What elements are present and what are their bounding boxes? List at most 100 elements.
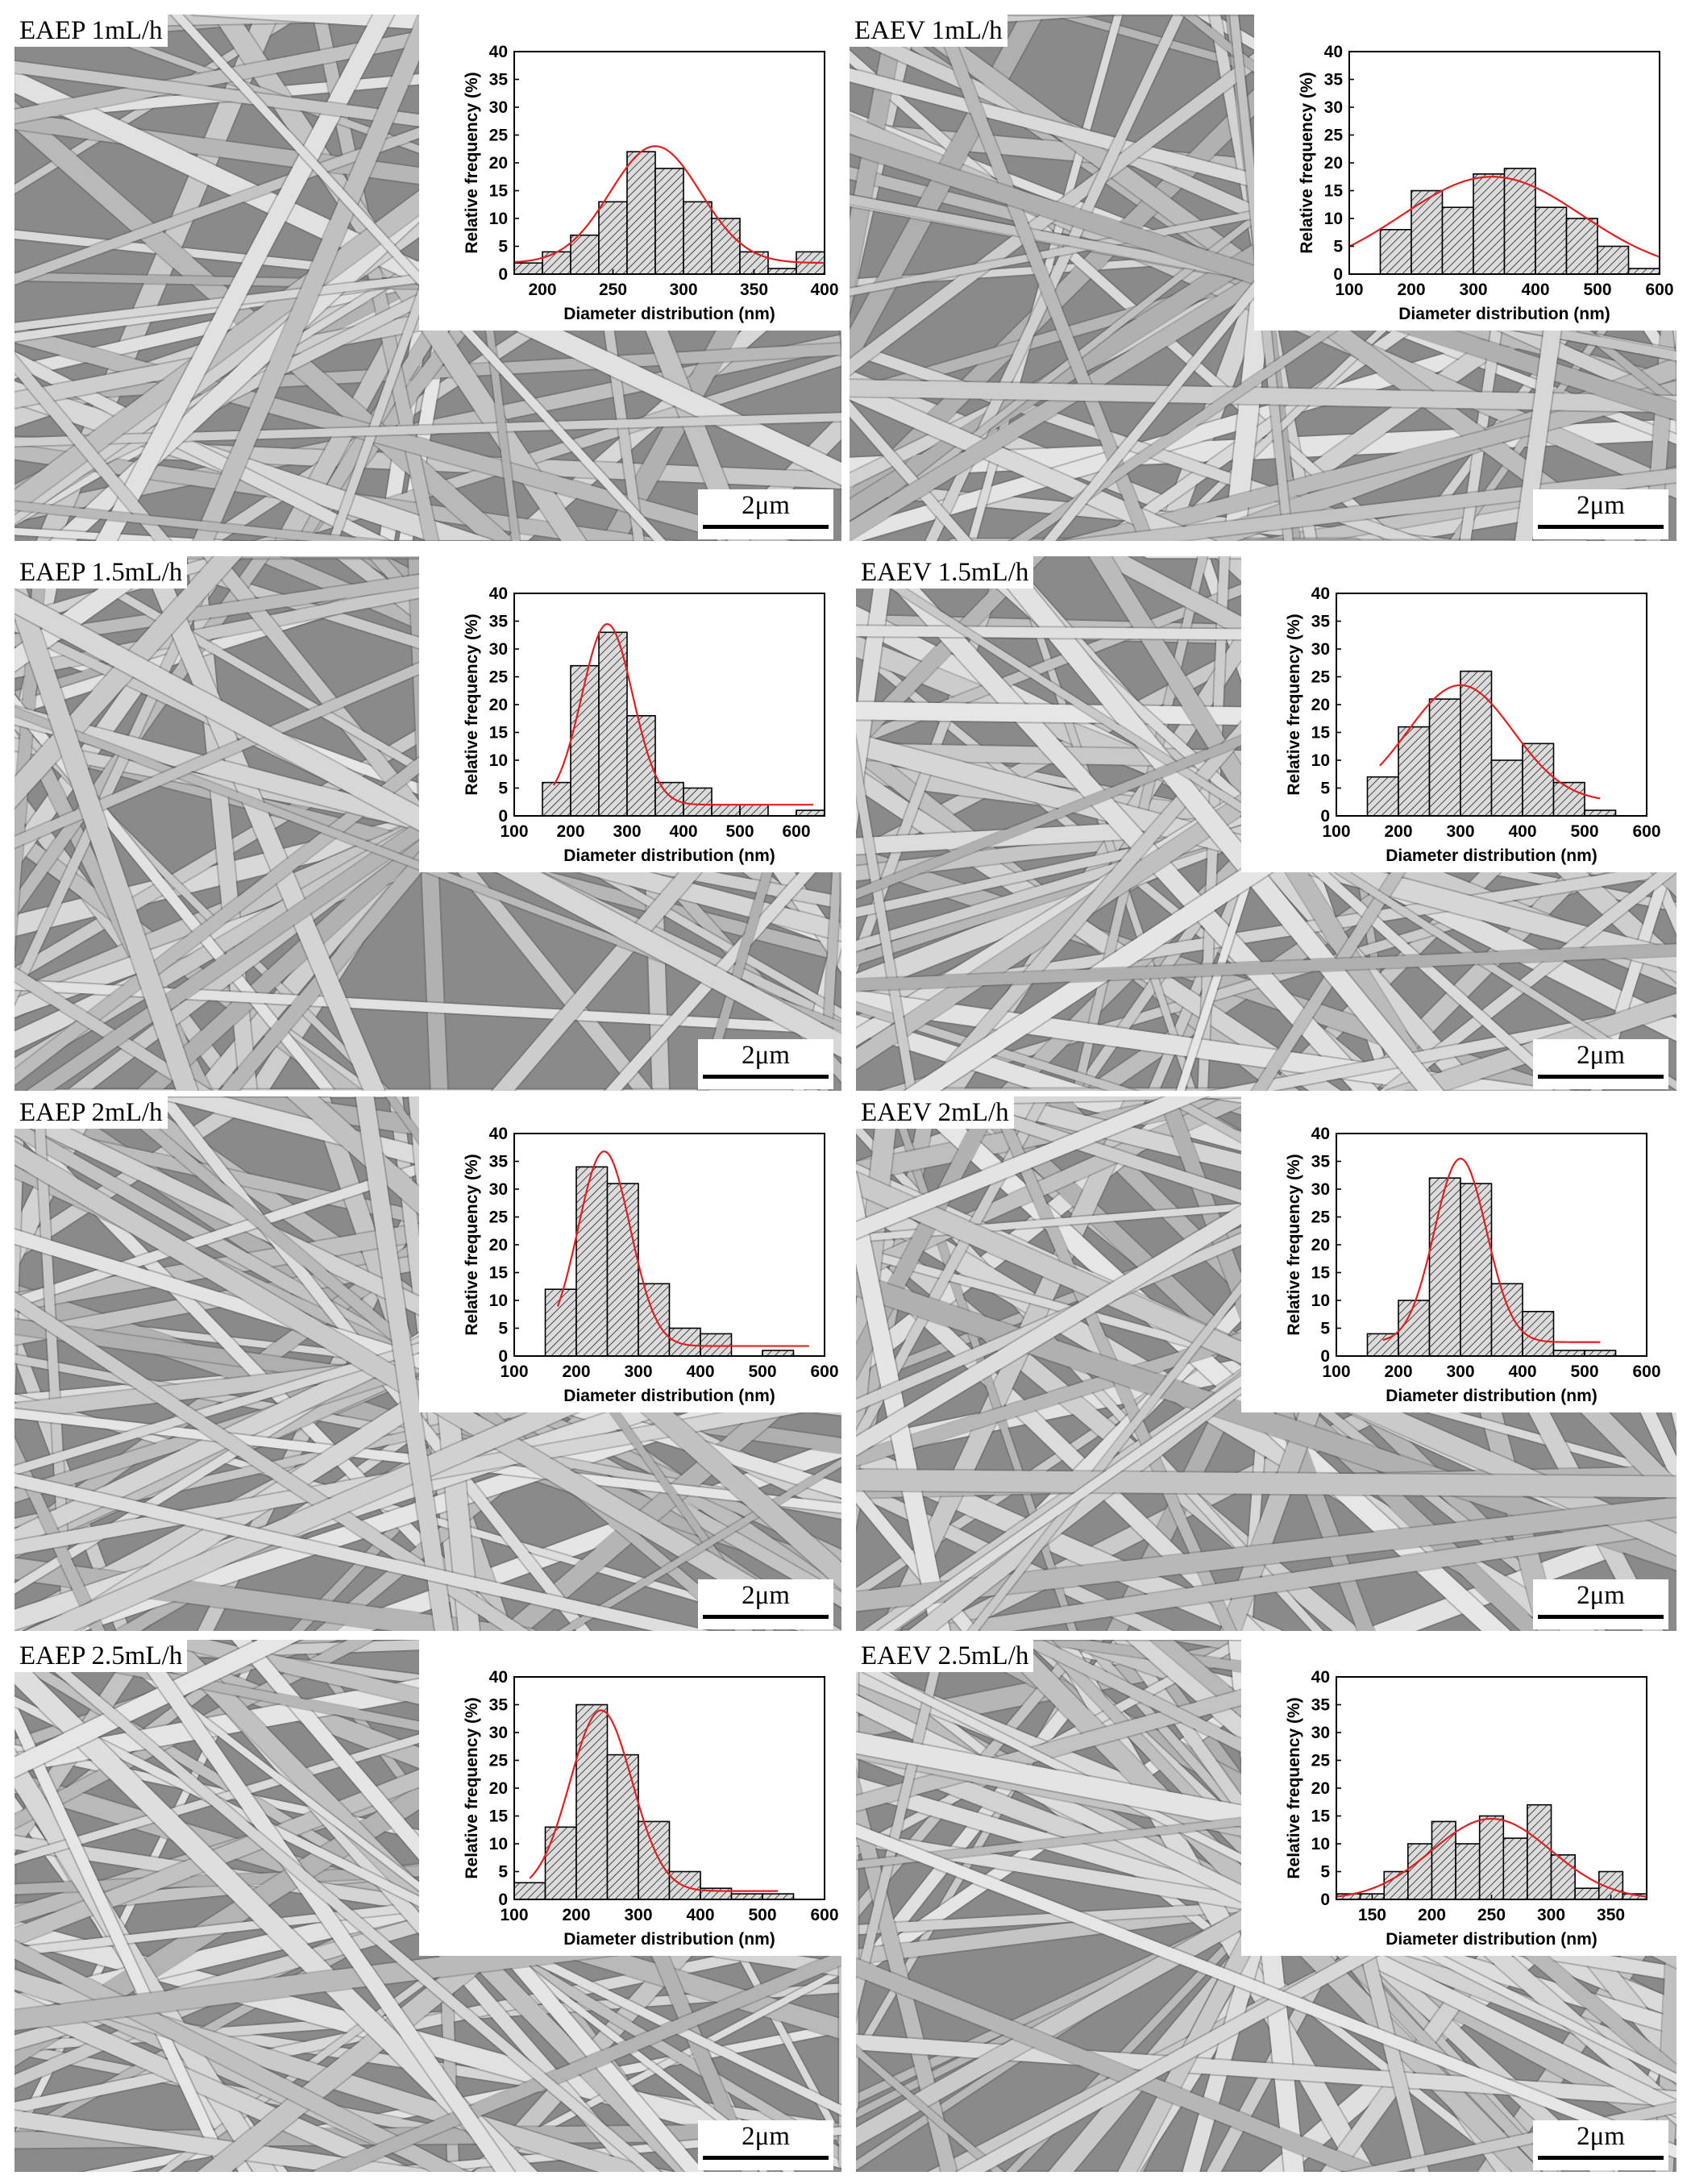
y-tick-label: 35 — [489, 1153, 509, 1171]
scale-bar-line — [703, 2156, 829, 2160]
y-tick-label: 30 — [1311, 1724, 1330, 1742]
bar — [762, 1893, 795, 1900]
bar — [1502, 1837, 1528, 1900]
bar — [1597, 245, 1630, 275]
x-tick-label: 300 — [624, 1362, 652, 1381]
y-tick-label: 15 — [1311, 1808, 1331, 1826]
scale-bar-label: 2μm — [1577, 491, 1625, 520]
fiber — [1347, 2102, 1676, 2172]
x-tick-label: 300 — [624, 1906, 652, 1924]
scale-bar-line — [703, 1075, 829, 1079]
fiber — [15, 1640, 300, 1778]
bar — [513, 262, 543, 275]
y-tick-label: 5 — [498, 238, 508, 256]
y-tick-label: 5 — [1333, 238, 1343, 256]
x-tick-label: 300 — [1459, 281, 1487, 299]
y-tick-label: 15 — [489, 1264, 509, 1283]
bar — [1473, 173, 1506, 275]
bar — [1565, 218, 1598, 275]
x-tick-label: 300 — [1446, 1362, 1474, 1381]
y-tick-label: 20 — [489, 1236, 508, 1254]
scale-bar: 2μm — [698, 489, 833, 539]
fiber — [15, 556, 198, 1091]
y-tick-label: 10 — [489, 751, 508, 770]
y-tick-label: 30 — [1311, 640, 1330, 659]
y-tick-label: 20 — [1311, 696, 1330, 714]
x-tick-label: 200 — [1384, 822, 1412, 841]
histogram-inset: 0 5 10 15 20 25 30 35 40 100 200 300 400 500 600 Diamet… — [419, 1096, 841, 1412]
fiber — [15, 413, 841, 447]
gaussian-fit-line — [553, 622, 813, 806]
scale-bar-line — [1538, 1075, 1664, 1079]
bar — [1407, 1843, 1433, 1900]
bar — [1574, 1887, 1600, 1900]
x-tick-label: 400 — [1508, 1362, 1536, 1381]
y-tick-label: 5 — [498, 1320, 508, 1338]
bar — [1535, 206, 1568, 275]
y-tick-label: 15 — [1311, 724, 1331, 743]
fiber — [850, 380, 1215, 541]
fiber — [15, 1473, 709, 1631]
y-tick-label: 0 — [1320, 1347, 1330, 1366]
bar — [1460, 1183, 1493, 1357]
histogram-inset: 0 5 10 15 20 25 30 35 40 200 250 300 350 400 Diameter … — [419, 15, 841, 331]
bar — [1478, 1815, 1505, 1900]
scale-bar: 2μm — [1533, 1039, 1668, 1089]
bar — [1398, 726, 1431, 817]
bar — [683, 201, 713, 275]
fiber — [850, 401, 972, 541]
scale-bar-label: 2μm — [1577, 1041, 1625, 1070]
y-tick-label: 5 — [498, 1863, 508, 1882]
bar — [598, 631, 628, 817]
scale-bar-label: 2μm — [742, 2122, 790, 2151]
fiber — [15, 556, 242, 808]
bars — [1336, 1803, 1647, 1900]
scale-bar-label: 2μm — [742, 1041, 790, 1070]
sem-panel: EAEV 2.5mL/h 0 5 10 15 20 25 30 35 40 150 200 250 300… — [856, 1640, 1676, 2172]
bar — [1490, 759, 1523, 817]
x-tick-label: 100 — [1335, 281, 1363, 299]
histogram-chart: 0 5 10 15 20 25 30 35 40 100 200 300 400 500 600 Diamet… — [463, 1125, 839, 1405]
fiber — [901, 1516, 1676, 1631]
x-tick-label: 600 — [782, 822, 810, 841]
x-tick-label: 500 — [1570, 822, 1598, 841]
fiber — [850, 50, 1400, 541]
y-tick-label: 0 — [1333, 265, 1343, 284]
y-tick-label: 30 — [489, 1724, 508, 1742]
y-tick-label: 10 — [489, 1835, 508, 1853]
y-tick-label: 20 — [489, 154, 508, 173]
x-tick-label: 250 — [1477, 1906, 1506, 1924]
fiber — [1064, 468, 1676, 541]
fiber — [856, 1208, 1361, 1631]
bar — [570, 234, 600, 275]
x-tick-label: 350 — [740, 281, 768, 299]
x-tick-label: 300 — [1537, 1906, 1565, 1924]
bars — [542, 631, 825, 817]
y-tick-label: 25 — [489, 1752, 509, 1770]
y-tick-label: 5 — [498, 780, 508, 798]
scale-bar-label: 2μm — [1577, 1581, 1625, 1610]
x-tick-label: 400 — [686, 1362, 714, 1381]
bar — [1584, 1350, 1617, 1357]
scale-bar-label: 2μm — [1577, 2122, 1625, 2151]
sem-panel: EAEV 1mL/h 0 5 10 15 20 25 30 35 40 100 200 300 400 50… — [850, 15, 1676, 541]
x-tick-label: 400 — [686, 1906, 714, 1924]
sem-panel: EAEV 2mL/h 0 5 10 15 20 25 30 35 40 100 200 300 400 50… — [856, 1096, 1676, 1631]
bar — [606, 1183, 639, 1357]
fiber — [193, 15, 439, 541]
x-tick-label: 100 — [1322, 1362, 1350, 1381]
bar — [767, 268, 797, 275]
y-tick-label: 25 — [1311, 668, 1331, 687]
y-tick-label: 5 — [1320, 780, 1330, 798]
fiber — [355, 1096, 453, 1631]
gaussian-fit-line — [513, 145, 825, 264]
scale-bar: 2μm — [1533, 2120, 1668, 2170]
panel-label: EAEP 1.5mL/h — [15, 556, 188, 589]
y-tick-label: 40 — [1311, 1125, 1330, 1143]
scale-bar: 2μm — [1533, 489, 1668, 539]
y-tick-label: 30 — [489, 98, 508, 117]
fiber — [864, 556, 1379, 1091]
y-tick-label: 40 — [1311, 584, 1330, 603]
histogram-inset: 0 5 10 15 20 25 30 35 40 100 200 300 400 500 600 Diamet… — [1241, 556, 1676, 872]
bar — [1441, 206, 1474, 275]
